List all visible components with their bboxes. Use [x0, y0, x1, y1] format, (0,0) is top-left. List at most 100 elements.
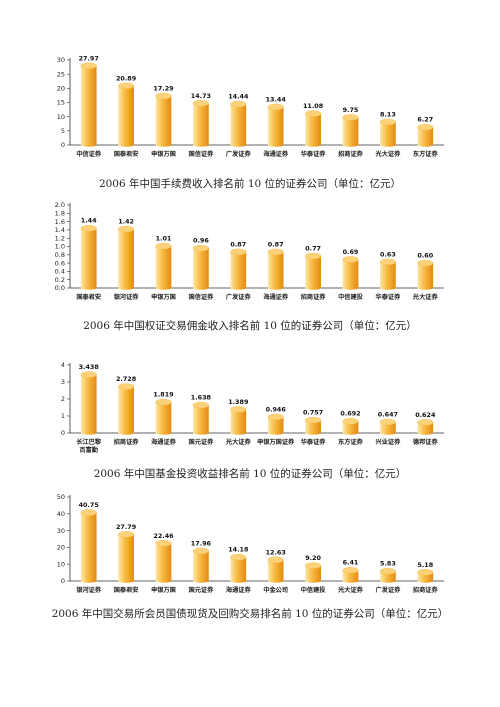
x-tick-label: 广发证券 [226, 150, 252, 158]
bar [342, 418, 359, 435]
bar-top [305, 252, 322, 260]
bar-body [155, 246, 172, 290]
bar-body [342, 570, 359, 583]
y-tick-label: 1 [61, 412, 65, 420]
x-tick-label: 中信建投 [301, 586, 327, 594]
x-tick-label: 国信证券 [189, 150, 215, 158]
data-label: 1.819 [153, 391, 174, 399]
data-label: 1.44 [81, 217, 97, 225]
y-tick-label: 10 [57, 560, 65, 568]
bar [267, 248, 284, 290]
data-label: 12.63 [266, 548, 286, 556]
x-tick-label: 申银万国 [151, 150, 176, 158]
x-tick-label: 光大证券 [225, 438, 252, 446]
data-label: 11.08 [303, 102, 324, 110]
bar-body [342, 421, 359, 435]
bar [155, 540, 172, 583]
bar [230, 553, 247, 583]
data-label: 17.96 [191, 539, 212, 547]
bar-top [267, 413, 284, 421]
bar-body [267, 106, 284, 147]
data-label: 2.728 [116, 375, 137, 383]
x-tick-label: 申银万国 [151, 293, 176, 301]
data-label: 6.27 [417, 116, 433, 124]
y-tick-label: 0.4 [55, 268, 65, 276]
bar-body [230, 557, 247, 583]
bar-top [118, 383, 135, 390]
bar-body [230, 104, 247, 147]
data-label: 0.692 [340, 410, 360, 418]
bar-top [192, 401, 209, 409]
y-tick-label: 20 [57, 85, 65, 93]
bar-body [193, 103, 209, 147]
x-tick-label: 东方证券 [338, 438, 364, 446]
data-label: 1.389 [228, 398, 249, 406]
data-label: 20.89 [116, 74, 137, 82]
y-tick-label: 40 [57, 510, 65, 518]
data-label: 9.20 [305, 554, 321, 562]
data-label: 0.60 [417, 252, 433, 260]
bar [417, 124, 434, 147]
bar-top [379, 418, 396, 426]
y-tick-label: 0.0 [55, 284, 65, 292]
bar-top [230, 248, 247, 256]
x-tick-label: 光大证券 [337, 586, 364, 594]
y-tick-label: 0 [61, 429, 65, 437]
data-label: 14.18 [228, 546, 249, 554]
bar-top [118, 531, 135, 538]
x-tick-label: 广发证券 [376, 586, 402, 594]
data-label: 40.75 [79, 501, 99, 509]
chart-title: 2006 年中国交易所会员国债现货及回购交易排名前 10 位的证券公司（单位：亿… [51, 608, 449, 620]
data-label: 13.44 [266, 95, 287, 103]
bar [417, 569, 434, 583]
bar [80, 225, 97, 290]
bar [118, 82, 135, 147]
bar [379, 568, 396, 583]
data-label: 0.69 [343, 248, 359, 256]
x-tick-label: 华泰证券 [376, 293, 402, 301]
x-tick-label: 华泰证券 [301, 438, 327, 446]
y-tick-label: 0.8 [55, 251, 65, 259]
bar [379, 258, 396, 290]
bar [230, 248, 247, 290]
bar-top [342, 114, 359, 121]
y-tick-label: 25 [57, 70, 65, 78]
data-label: 9.75 [343, 106, 359, 114]
bar-top [267, 103, 284, 111]
x-tick-label: 银河证券 [114, 293, 140, 301]
y-tick-label: 3 [61, 378, 65, 386]
x-tick-label: 国元证券 [189, 586, 215, 594]
x-tick-label: 光大证券 [375, 150, 402, 158]
bar [305, 252, 322, 290]
x-tick-label: 国泰君安 [114, 150, 139, 158]
bar [417, 259, 434, 290]
bar-top [417, 569, 434, 576]
data-label: 0.63 [380, 250, 396, 258]
bar-top [155, 92, 172, 100]
bar-top [379, 568, 396, 575]
chart-warrant-commission: 0.00.20.40.60.81.01.21.41.61.82.0 1.44 国泰君… [55, 201, 444, 301]
bar-top [379, 118, 396, 126]
bar-top [80, 62, 97, 69]
bar-top [230, 553, 247, 561]
bar-body [305, 256, 321, 290]
bar-top [118, 82, 135, 90]
bar [192, 100, 209, 147]
chart-fee-income: 0 5 10 15 20 25 30 27.97 中信证券 20.89 国泰君安 17.29 申银万国 1… [57, 54, 444, 158]
x-tick-label: 招商证券 [338, 150, 364, 158]
chart-panel-fee-income: 0 5 10 15 20 25 30 27.97 中信证券 20.89 国泰君安 17.29 申银万国 1… [0, 0, 500, 190]
bar-top [192, 547, 209, 555]
bar-body [80, 374, 97, 435]
bar [267, 413, 284, 435]
y-tick-label: 0 [61, 577, 65, 585]
x-tick-label: 华泰证券 [301, 150, 327, 158]
bar-body [193, 550, 209, 583]
bar-top [342, 256, 359, 263]
x-tick-label: 招商证券 [114, 438, 140, 446]
bar-top [267, 556, 284, 563]
bar-top [417, 259, 434, 267]
bar [305, 416, 322, 435]
bar-top [417, 419, 434, 426]
bar [80, 62, 97, 147]
data-label: 8.13 [380, 110, 396, 118]
